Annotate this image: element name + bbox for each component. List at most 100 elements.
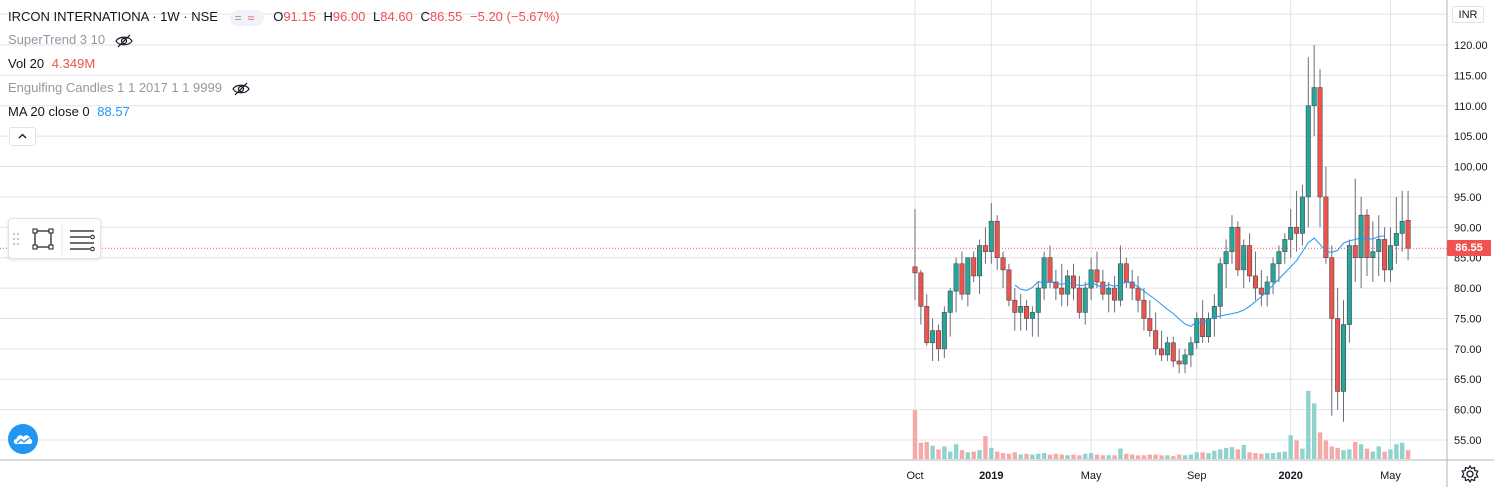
time-axis-tick-label: 2019 xyxy=(979,470,1003,482)
eye-crossed-icon[interactable] xyxy=(115,34,133,48)
volume-bar xyxy=(1294,440,1299,459)
supertrend-legend[interactable]: SuperTrend 3 10 xyxy=(8,32,133,48)
currency-label[interactable]: INR xyxy=(1452,6,1484,23)
volume-bar xyxy=(1253,453,1258,459)
price-axis-tick-label: 120.00 xyxy=(1454,40,1488,52)
volume-bar xyxy=(1159,455,1164,459)
price-axis-tick-label: 55.00 xyxy=(1454,435,1482,447)
candle-body xyxy=(1170,342,1176,362)
eye-crossed-icon[interactable] xyxy=(231,82,250,96)
volume-bar xyxy=(1364,448,1370,459)
drag-handle-icon[interactable] xyxy=(13,233,19,245)
ma-legend[interactable]: MA 20 close 0 88.57 xyxy=(8,104,130,120)
volume-bar xyxy=(953,444,959,459)
candle-body xyxy=(1188,342,1194,356)
volume-bar xyxy=(1112,455,1117,459)
candle-body xyxy=(1076,287,1082,313)
volume-bar xyxy=(1188,454,1194,459)
candle-body xyxy=(1288,227,1294,240)
ohlc-open-label: O xyxy=(273,9,284,24)
volume-bar xyxy=(1176,454,1182,459)
price-axis-tick-label: 100.00 xyxy=(1454,162,1488,174)
ohlc-low: 84.60 xyxy=(380,9,413,24)
volume-bar xyxy=(930,445,935,459)
volume-bar xyxy=(959,450,965,459)
volume-bar xyxy=(1088,453,1094,459)
ohlc-close: 86.55 xyxy=(429,9,463,24)
ma-label: MA 20 close 0 xyxy=(8,104,90,119)
candle-body xyxy=(1117,263,1123,301)
candle-body xyxy=(959,263,965,295)
collapse-legend-button[interactable] xyxy=(9,127,36,146)
candle-body xyxy=(1346,245,1352,325)
volume-label: Vol 20 xyxy=(8,56,45,71)
candle-body xyxy=(1323,196,1329,258)
volume-bar xyxy=(912,410,918,459)
candle-body xyxy=(918,272,924,307)
volume-bar xyxy=(1247,452,1252,459)
compare-badge[interactable]: = ≈ xyxy=(229,9,264,26)
lines-icon[interactable] xyxy=(70,230,95,252)
candle-body xyxy=(1358,214,1364,258)
volume-bar xyxy=(1153,454,1158,459)
volume-bar xyxy=(1282,451,1288,459)
symbol-title[interactable]: IRCON INTERNATIONA · 1W · NSE xyxy=(8,9,218,24)
candle-body xyxy=(1317,87,1323,198)
candle-body xyxy=(1247,245,1253,277)
volume-bar xyxy=(1171,456,1176,459)
volume-bar xyxy=(1265,453,1270,459)
candle-body xyxy=(1393,233,1399,246)
volume-bar xyxy=(1182,455,1188,459)
volume-bar xyxy=(989,447,994,459)
candle-body xyxy=(1029,312,1035,319)
gear-icon[interactable] xyxy=(1460,464,1480,484)
candle-body xyxy=(1241,245,1247,271)
candle-body xyxy=(1112,287,1118,301)
candle-body xyxy=(1012,299,1018,313)
candle-body xyxy=(1135,287,1141,301)
volume-legend[interactable]: Vol 20 4.349M xyxy=(8,56,95,72)
volume-bar xyxy=(1335,447,1340,459)
volume-bar xyxy=(936,449,941,459)
candle-body xyxy=(988,220,994,252)
volume-bar xyxy=(1165,455,1170,459)
volume-bar xyxy=(1347,449,1352,459)
time-axis-tick-label: Oct xyxy=(906,470,923,482)
candle-body xyxy=(1376,239,1382,252)
candle-body xyxy=(1053,281,1059,289)
ohlc-low-label: L xyxy=(373,9,381,24)
ohlc-close-label: C xyxy=(420,9,430,24)
volume-bar xyxy=(1100,455,1106,459)
volume-bar xyxy=(1065,455,1070,459)
candle-body xyxy=(1299,196,1305,234)
volume-bar xyxy=(1006,453,1012,459)
volume-bar xyxy=(1206,453,1211,459)
candle-body xyxy=(1065,275,1071,295)
rectangle-icon[interactable] xyxy=(32,228,54,250)
engulfing-legend[interactable]: Engulfing Candles 1 1 2017 1 1 9999 xyxy=(8,80,250,96)
price-axis-tick-label: 90.00 xyxy=(1454,222,1482,234)
volume-bar xyxy=(1311,403,1317,459)
volume-bar xyxy=(1083,453,1088,459)
volume-bar xyxy=(1147,454,1152,459)
tradingview-logo[interactable] xyxy=(8,424,38,454)
volume-bar xyxy=(1212,450,1217,459)
price-axis-tick-label: 115.00 xyxy=(1454,70,1487,82)
ohlc-change: −5.20 (−5.67%) xyxy=(470,9,560,24)
volume-bar xyxy=(983,436,988,459)
candle-body xyxy=(1217,263,1223,307)
volume-bar xyxy=(994,451,1000,459)
candle-body xyxy=(1399,220,1405,234)
volume-bar xyxy=(1323,440,1329,459)
symbol-legend: IRCON INTERNATIONA · 1W · NSE = ≈ O91.15… xyxy=(8,9,560,26)
volume-bar xyxy=(1306,390,1311,459)
candle-body xyxy=(1311,87,1317,107)
candle-body xyxy=(1270,263,1276,283)
volume-bar xyxy=(1229,447,1235,459)
volume-bar xyxy=(1276,452,1282,459)
candle-body xyxy=(1024,306,1030,319)
price-axis-tick-label: 80.00 xyxy=(1454,283,1482,295)
candle-body xyxy=(1258,287,1264,295)
